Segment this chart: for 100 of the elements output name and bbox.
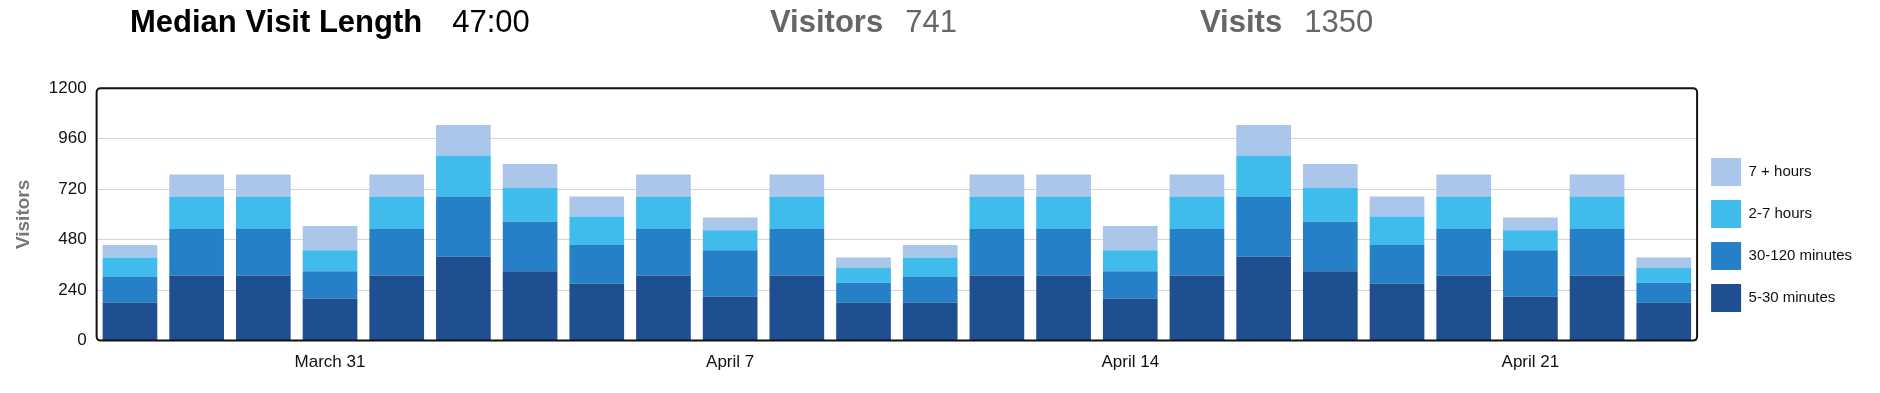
bar — [1503, 217, 1558, 231]
text: 741 — [905, 4, 957, 39]
bar — [436, 196, 491, 257]
bar — [1569, 275, 1625, 341]
bar — [969, 229, 1025, 276]
bar — [1569, 196, 1625, 230]
bar — [1302, 271, 1358, 341]
bar — [169, 229, 224, 276]
x-tick-label: April 21 — [1501, 352, 1560, 372]
bar — [1169, 196, 1225, 230]
legend-label: 2-7 hours — [1748, 204, 1812, 222]
bar — [702, 217, 758, 231]
bar — [769, 196, 825, 230]
bar — [1169, 275, 1225, 341]
bar — [1169, 229, 1225, 276]
bar — [769, 275, 825, 341]
y-tick-label: 720 — [58, 178, 87, 198]
bar — [302, 225, 358, 251]
y-tick-label: 0 — [77, 330, 87, 350]
bar — [1236, 196, 1291, 257]
bar — [502, 163, 558, 189]
bar — [1102, 225, 1158, 251]
bar — [502, 221, 558, 272]
bar — [436, 256, 491, 341]
bar — [235, 229, 291, 276]
bar — [969, 196, 1025, 230]
legend-label: 7 + hours — [1748, 162, 1812, 180]
bar — [902, 244, 958, 258]
bar — [102, 244, 158, 258]
bar — [569, 244, 625, 284]
bar — [902, 257, 958, 277]
bar — [1636, 282, 1692, 303]
y-tick-label: 240 — [58, 279, 87, 299]
bar — [102, 302, 158, 341]
bar — [369, 196, 425, 230]
bar — [1236, 125, 1291, 156]
bar — [169, 174, 224, 197]
bar — [436, 125, 491, 156]
y-tick-label: 960 — [58, 128, 87, 148]
legend-label: 30-120 minutes — [1748, 246, 1853, 264]
bar — [1436, 196, 1492, 230]
y-tick-label: 480 — [58, 229, 87, 249]
bar — [169, 275, 224, 341]
bar — [1369, 216, 1425, 245]
bar — [1102, 271, 1158, 299]
bar — [702, 250, 758, 297]
bar — [502, 188, 558, 222]
bar — [169, 196, 224, 230]
bar — [969, 275, 1025, 341]
bar — [1369, 196, 1425, 217]
bar — [1636, 268, 1692, 283]
bar — [369, 275, 425, 341]
legend-label: 5-30 minutes — [1748, 288, 1836, 306]
bar — [1436, 174, 1492, 197]
bar — [302, 271, 358, 299]
bar — [1102, 298, 1158, 341]
bar — [102, 276, 158, 303]
bar — [1102, 250, 1158, 272]
bar — [1302, 188, 1358, 222]
bar — [1036, 196, 1091, 230]
bar — [969, 174, 1025, 197]
bar — [502, 271, 558, 341]
y-tick-label: 1200 — [48, 77, 87, 97]
x-tick-label: April 14 — [1101, 352, 1160, 372]
bar — [569, 283, 625, 341]
bar — [302, 250, 358, 272]
bar — [636, 196, 691, 230]
bar — [569, 196, 625, 217]
bar — [1503, 250, 1558, 297]
bar — [1302, 221, 1358, 272]
bar — [436, 155, 491, 197]
bar — [902, 302, 958, 341]
bar — [1369, 283, 1425, 341]
bar — [1369, 244, 1425, 284]
bar — [636, 275, 691, 341]
bar — [369, 229, 425, 276]
bar — [769, 174, 825, 197]
bar — [836, 302, 891, 341]
bar — [1169, 174, 1225, 197]
bar — [302, 298, 358, 341]
x-tick-label: March 31 — [294, 352, 366, 372]
y-axis-title: Visitors — [11, 179, 33, 250]
bar — [235, 275, 291, 341]
bar — [1236, 155, 1291, 197]
bar — [836, 268, 891, 283]
bar — [569, 216, 625, 245]
bar — [102, 257, 158, 277]
text: Visitors — [770, 4, 884, 39]
bar — [836, 282, 891, 303]
bar — [836, 257, 891, 269]
bar — [902, 276, 958, 303]
bar — [1436, 275, 1492, 341]
text: Visits — [1200, 4, 1283, 39]
bar — [1569, 229, 1625, 276]
text: Median Visit Length — [130, 4, 423, 39]
bar — [636, 229, 691, 276]
bar — [702, 296, 758, 341]
x-tick-label: April 7 — [706, 352, 755, 372]
bar — [1636, 302, 1692, 341]
bar — [1036, 174, 1091, 197]
